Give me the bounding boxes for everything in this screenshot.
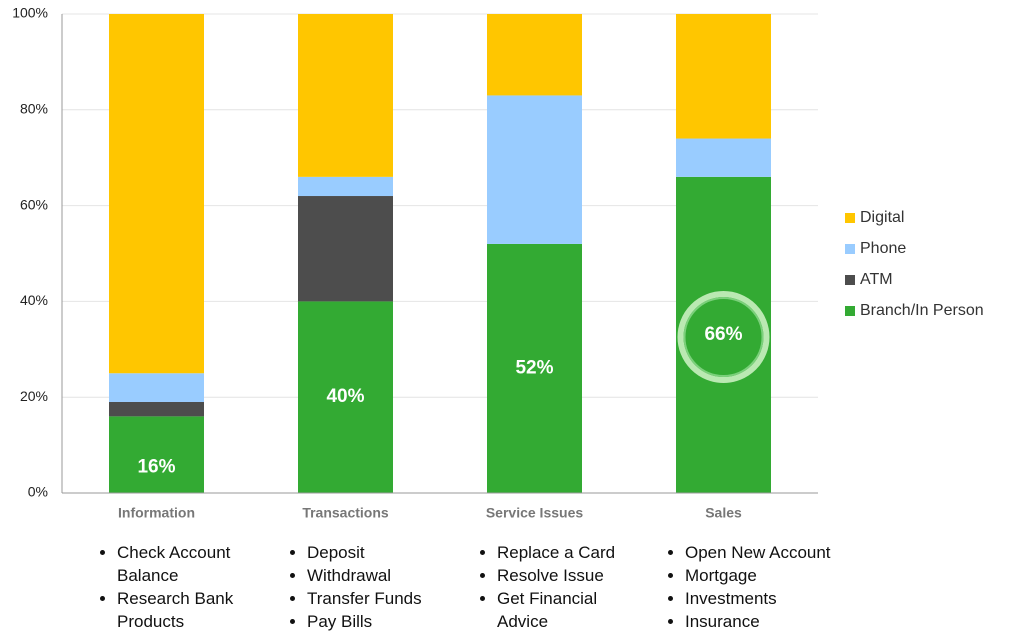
y-tick-label: 20%	[20, 388, 48, 404]
bullet-list: Replace a CardResolve IssueGet Financial…	[475, 541, 645, 633]
bar-segment	[298, 14, 393, 177]
bar-segment	[676, 176, 771, 494]
highlight-ring-inner	[683, 297, 764, 377]
legend-label: Branch/In Person	[860, 302, 984, 319]
bullet-item: Insurance	[685, 610, 865, 633]
bar-segment	[109, 14, 204, 374]
bar-segment	[676, 138, 771, 177]
bullet-item: Resolve Issue	[497, 564, 645, 587]
bar-segment	[487, 14, 582, 96]
bullet-item: Pay Bills	[307, 610, 455, 633]
bullet-item: Replace a Card	[497, 541, 645, 564]
bullet-item: Check Account Balance	[117, 541, 265, 587]
x-tick-label: Sales	[705, 505, 742, 521]
bar-segment	[109, 373, 204, 402]
bullet-item: Open New Account	[685, 541, 865, 564]
y-tick-label: 40%	[20, 292, 48, 308]
legend-label: ATM	[860, 271, 893, 288]
bullet-item: Mortgage	[685, 564, 865, 587]
bullet-item: Withdrawal	[307, 564, 455, 587]
bullet-list: DepositWithdrawalTransfer FundsPay Bills	[285, 541, 455, 633]
data-label: 52%	[515, 357, 553, 378]
y-tick-label: 0%	[28, 484, 48, 500]
bullet-list: Check Account BalanceResearch Bank Produ…	[95, 541, 265, 633]
legend-swatch	[845, 275, 855, 285]
legend-swatch	[845, 306, 855, 316]
bullet-item: Deposit	[307, 541, 455, 564]
chart: 0% 20% 40% 60% 80% 100% 16% Information 40% Trans…	[12, 5, 984, 521]
bar-segment	[676, 14, 771, 139]
legend-swatch	[845, 213, 855, 223]
bar-segment	[298, 301, 393, 493]
bar-segment	[487, 95, 582, 244]
highlight-ring	[677, 291, 770, 383]
x-tick-label: Transactions	[302, 505, 389, 521]
bullet-item: Investments	[685, 587, 865, 610]
bar-segment	[109, 401, 204, 417]
y-tick-label: 80%	[20, 101, 48, 117]
legend-swatch	[845, 244, 855, 254]
legend-label: Digital	[860, 209, 904, 226]
bullet-item: Get Financial Advice	[497, 587, 645, 633]
bullet-item: Transfer Funds	[307, 587, 455, 610]
data-label: 66%	[704, 324, 742, 345]
legend-label: Phone	[860, 240, 906, 257]
bar-segment	[298, 176, 393, 197]
bar-segment	[298, 196, 393, 302]
y-tick-label: 60%	[20, 196, 48, 212]
bar-segment	[109, 416, 204, 493]
bullet-item: Research Bank Products	[117, 587, 265, 633]
data-label: 40%	[326, 386, 364, 407]
bullet-list: Open New AccountMortgageInvestmentsInsur…	[663, 541, 865, 633]
bar-segment	[487, 243, 582, 493]
data-label: 16%	[137, 457, 175, 478]
x-tick-label: Service Issues	[486, 505, 584, 521]
x-tick-label: Information	[118, 505, 195, 521]
y-tick-label: 100%	[12, 5, 48, 21]
